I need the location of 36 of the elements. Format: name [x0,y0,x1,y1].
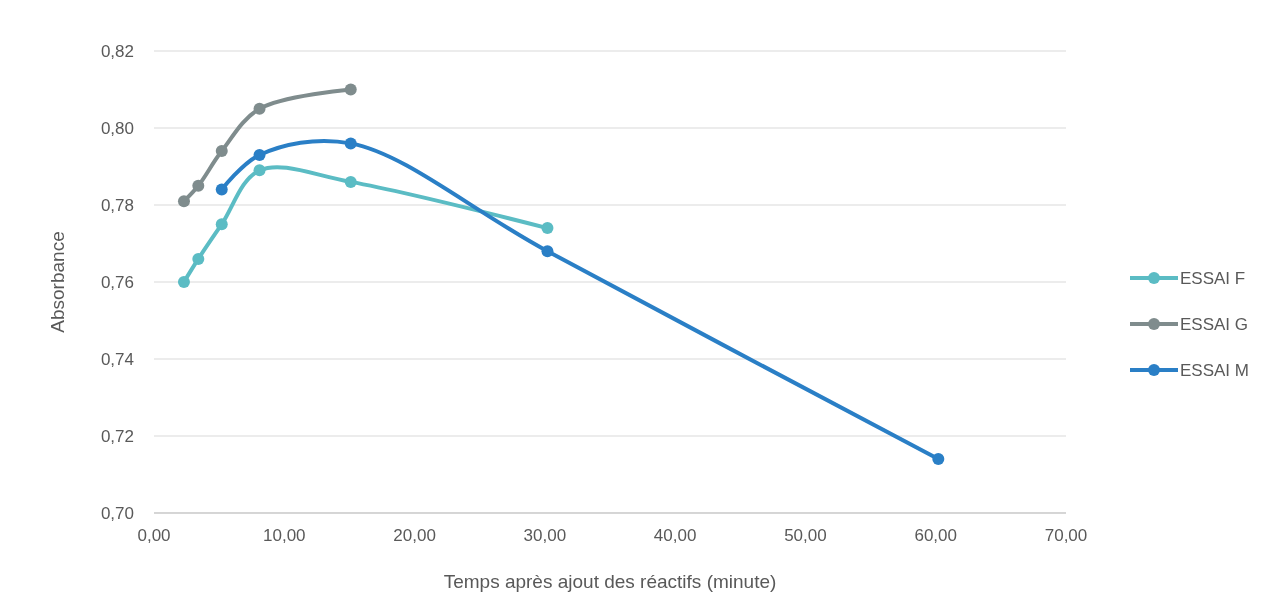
x-tick-label: 50,00 [784,526,827,545]
x-tick-label: 40,00 [653,526,697,545]
point [932,453,945,466]
point [177,195,190,208]
y-tick-label: 0,76 [100,272,134,292]
x-tick-label: 0,00 [137,526,171,545]
y-tick-label: 0,80 [100,118,134,138]
x-tick-label: 70,00 [1044,526,1088,545]
y-tick-label: 0,82 [100,41,134,61]
point [253,164,266,177]
point [177,276,190,288]
legend-label: ESSAI G [1180,314,1249,334]
y-tick-label: 0,78 [100,195,134,215]
legend-label: ESSAI M [1180,360,1249,380]
x-tick-label: 20,00 [393,526,436,545]
y-tick-label: 0,74 [100,349,134,369]
point [192,252,205,265]
point [344,175,357,188]
point [541,222,554,235]
point [215,218,228,231]
point [253,148,266,161]
point [344,83,357,96]
x-tick-label: 10,00 [263,526,306,545]
point [215,145,228,158]
y-tick-label: 0,72 [100,426,134,446]
point [192,179,205,192]
point [253,102,266,115]
y-axis-title: Absorbance [47,231,68,333]
point [215,183,228,196]
point [344,137,357,150]
legend-label: ESSAI F [1180,268,1246,288]
x-axis-title: Temps après ajout des réactifs (minute) [443,571,777,592]
x-tick-label: 30,00 [523,526,567,545]
point [541,245,554,258]
y-tick-label: 0,70 [100,503,134,523]
x-tick-label: 60,00 [914,526,957,545]
